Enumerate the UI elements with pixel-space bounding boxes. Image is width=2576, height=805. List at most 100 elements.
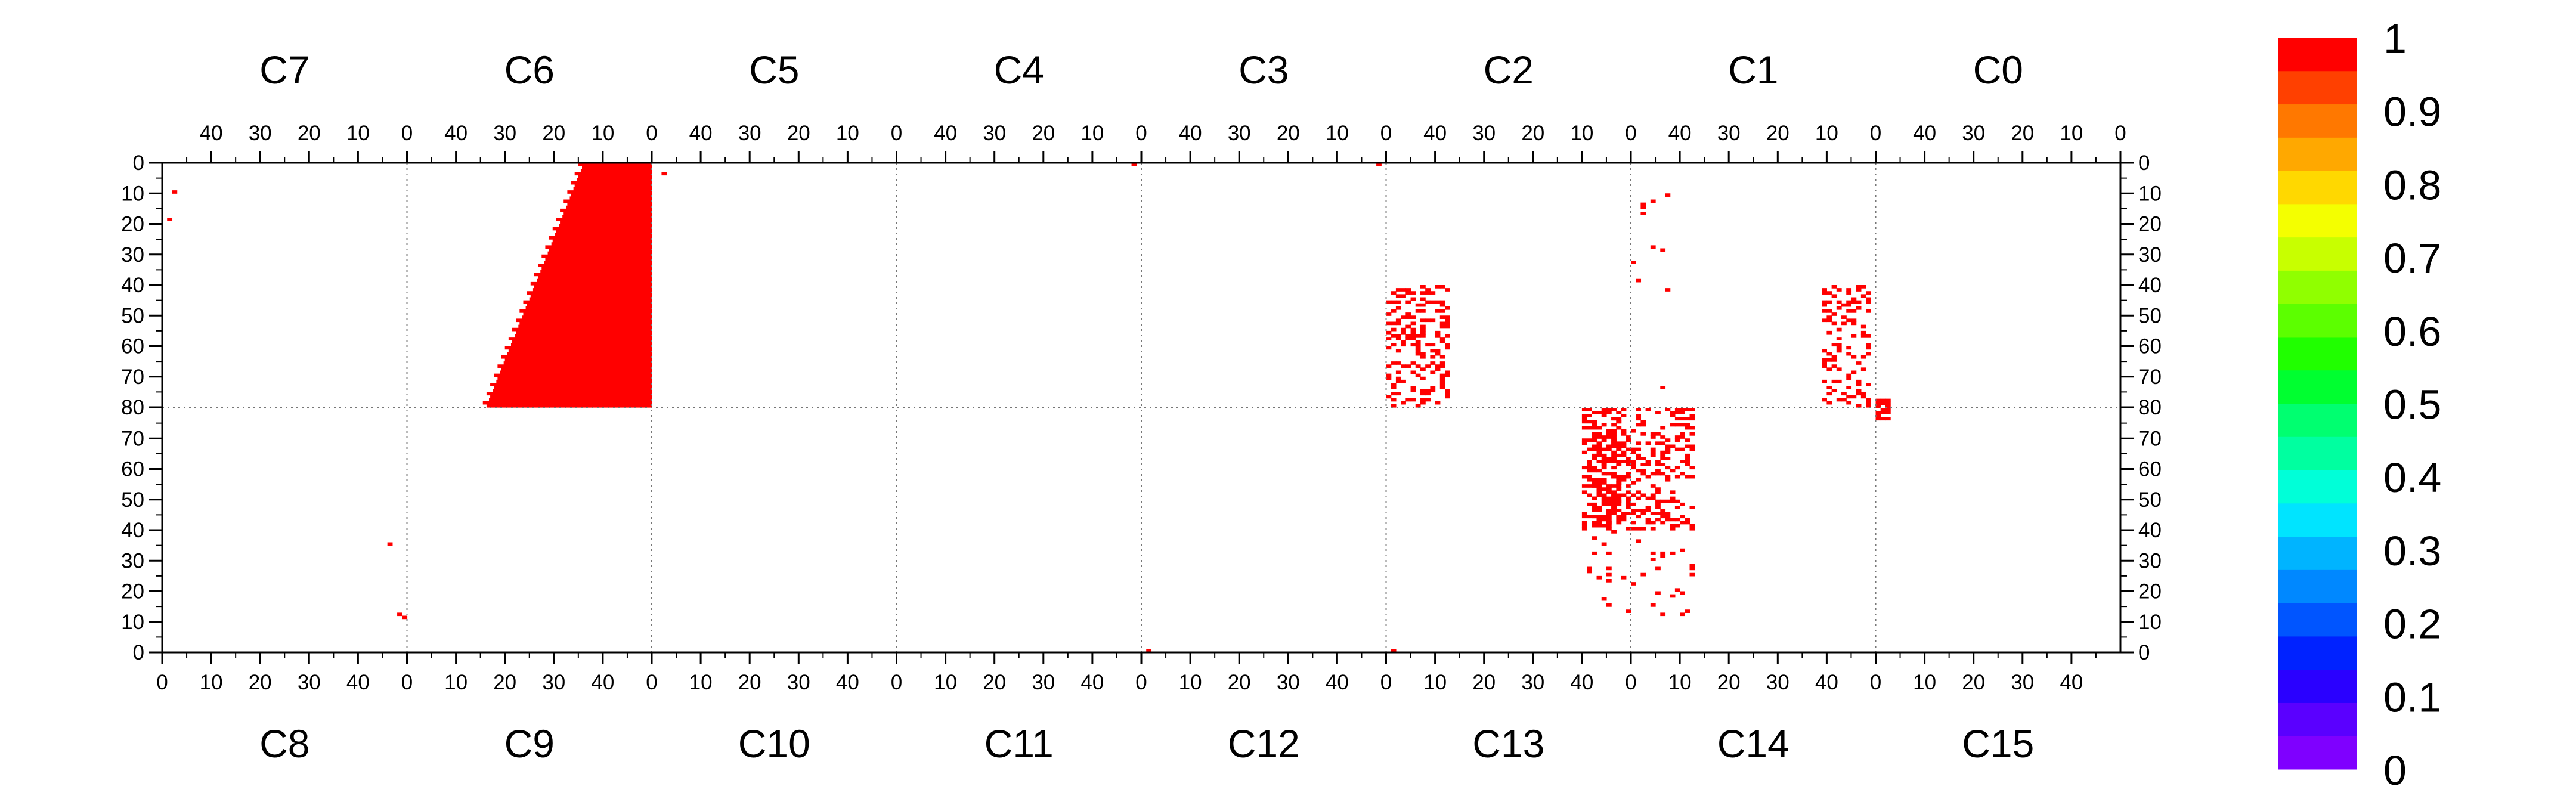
scatter-cell (1601, 478, 1607, 482)
scatter-cell (1611, 506, 1617, 509)
scatter-cell (1636, 478, 1642, 482)
x-tick-label-top: 30 (1228, 122, 1251, 145)
scatter-cell (1596, 432, 1602, 436)
chamber-labels: C7 C6 C5 C4 C3 C2 C1 C0 C8 C9 C10 C11 C12 C13 C14 C15 (259, 48, 2034, 766)
scatter-cell (1650, 493, 1656, 497)
c6-block-row (567, 202, 652, 206)
scatter-cell (1445, 346, 1450, 350)
scatter-cell (1670, 490, 1676, 494)
c6-block-row (500, 370, 652, 374)
scatter-cell (1626, 527, 1631, 531)
scatter-cell (1640, 202, 1646, 206)
scatter-cell (1670, 411, 1676, 414)
scatter-cell (1822, 303, 1827, 307)
scatter-cell (1616, 460, 1622, 463)
y-tick-label: 0 (133, 641, 144, 664)
scatter-cell (1856, 285, 1862, 289)
c6-block-row (489, 398, 652, 402)
scatter-cell (1606, 490, 1612, 494)
scatter-cell (1655, 506, 1661, 509)
y-tick-label: 20 (121, 213, 144, 236)
scatter-cell (1650, 527, 1656, 531)
scatter-cell (1601, 487, 1607, 491)
scatter-cell (1645, 441, 1651, 445)
scatter-cell (1587, 460, 1592, 463)
y-tick-label: 10 (121, 182, 144, 205)
c6-block-row (544, 261, 652, 264)
scatter-cell (1856, 306, 1862, 310)
x-tick-label-top: 40 (1179, 122, 1202, 145)
scatter-cell (1680, 548, 1685, 552)
x-tick-label-top: 20 (787, 122, 810, 145)
scatter-cell (1866, 352, 1871, 356)
scatter-cell (1846, 386, 1852, 389)
scatter-cell (1631, 429, 1636, 433)
scatter-cell (1386, 330, 1392, 335)
scatter-cell (1851, 297, 1857, 301)
scatter-cell (1592, 551, 1597, 555)
c6-block-row (503, 361, 652, 365)
c6-block-row (482, 401, 652, 405)
x-tick-label-top: 20 (298, 122, 321, 145)
scatter-cell (1410, 321, 1416, 326)
scatter-cell (1425, 343, 1431, 347)
scatter-cell (1420, 401, 1426, 405)
scatter-cell (1395, 349, 1401, 353)
scatter-cell (1636, 414, 1642, 417)
scatter-cell (1401, 401, 1406, 405)
x-tick-label-top: 10 (1326, 122, 1349, 145)
scatter-cell (1587, 502, 1592, 506)
c6-block-row (486, 392, 652, 396)
scatter-cell (1674, 518, 1680, 522)
spot-cell (402, 615, 408, 620)
scatter-cell (1636, 509, 1642, 512)
scatter-cell (1660, 441, 1666, 445)
scatter-cell (1645, 509, 1651, 512)
scatter-cell (1655, 472, 1661, 476)
scatter-cell (1616, 426, 1622, 430)
scatter-cell (1674, 506, 1680, 509)
scatter-cell (1631, 463, 1636, 466)
scatter-cell (1660, 463, 1666, 466)
scatter-cell (1425, 392, 1431, 396)
scatter-cell (1665, 515, 1671, 519)
x-tick-label-bottom: 20 (1717, 671, 1741, 694)
spot-cell (1665, 288, 1671, 292)
x-tick-label-bottom: 40 (591, 671, 614, 694)
scatter-cell (1665, 457, 1671, 460)
scatter-cell (1391, 404, 1397, 408)
scatter-cell (1685, 438, 1690, 442)
x-tick-label-top: 10 (2060, 122, 2083, 145)
scatter-cell (1401, 327, 1406, 332)
scatter-cell (1420, 376, 1426, 380)
scatter-cell (1665, 478, 1671, 482)
scatter-cell (1415, 309, 1421, 313)
c6-block-row (582, 166, 652, 169)
scatter-cell (1636, 447, 1642, 451)
scatter-cell (1596, 481, 1602, 485)
colorbar-label: 0.1 (2383, 674, 2441, 720)
scatter-cell (1601, 457, 1607, 460)
scatter-cell (1395, 361, 1401, 365)
scatter-cell (1680, 521, 1685, 525)
scatter-cell (1674, 499, 1680, 503)
x-tick-label-bottom: 40 (1815, 671, 1838, 694)
scatter-cell (1611, 530, 1617, 534)
scatter-cell (1395, 288, 1401, 292)
chamber-label-top: C3 (1239, 48, 1289, 92)
scatter-cell (1660, 450, 1666, 454)
scatter-cell (1587, 426, 1592, 430)
scatter-cell (1592, 521, 1597, 525)
x-tick-label-top: 40 (444, 122, 467, 145)
scatter-cell (1410, 386, 1416, 389)
scatter-cell (1860, 330, 1866, 335)
scatter-cell (1606, 509, 1612, 512)
scatter-cell (1856, 361, 1862, 365)
x-tick-label-top: 20 (1766, 122, 1789, 145)
scatter-cell (1592, 426, 1597, 430)
scatter-cell (1866, 300, 1871, 304)
scatter-cell (1670, 499, 1676, 503)
scatter-cell (1425, 364, 1431, 368)
scatter-cell (1445, 370, 1450, 374)
